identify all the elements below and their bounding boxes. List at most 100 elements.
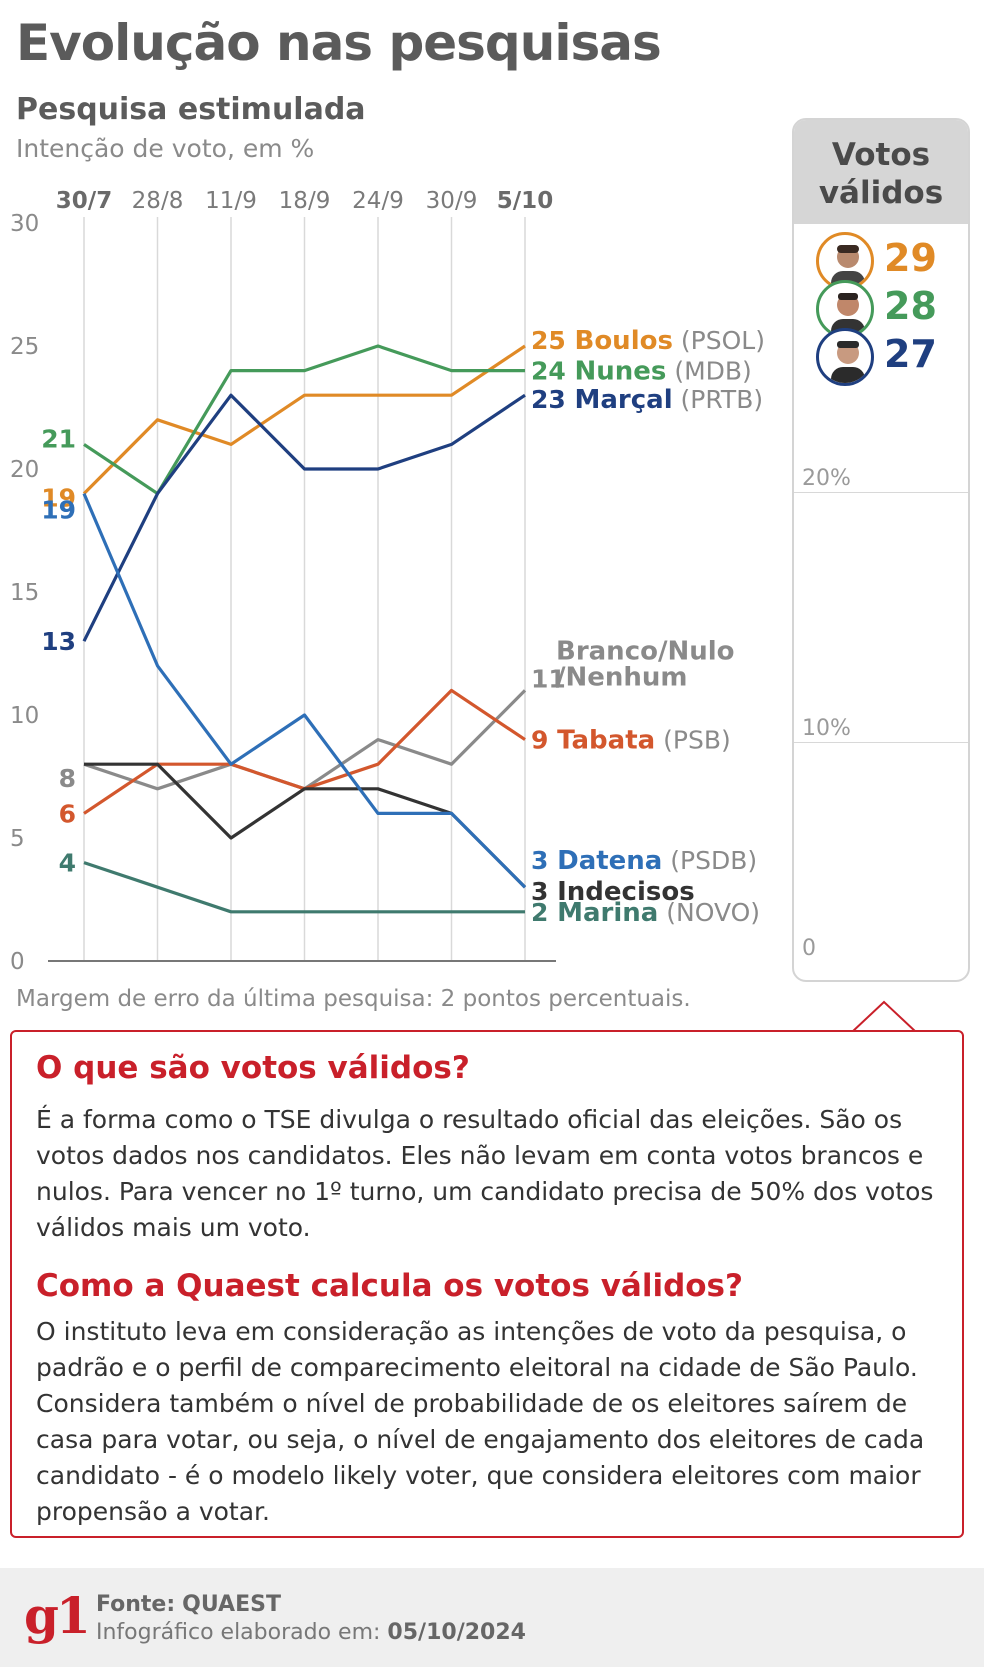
series-end-text-marina: 2 Marina (NOVO) <box>531 898 760 928</box>
info-heading-valid-votes: O que são votos válidos? <box>36 1050 470 1086</box>
start-label-branco: 8 <box>59 764 76 793</box>
valid-votes-tick-20: 20% <box>802 466 851 491</box>
series-party-datena: (PSDB) <box>662 846 757 875</box>
source-label: Fonte: <box>96 1592 176 1617</box>
chart-subtitle: Pesquisa estimulada <box>16 92 366 127</box>
series-party-nunes: (MDB) <box>666 357 751 386</box>
y-tick-label: 10 <box>10 703 39 729</box>
chart-description: Intenção de voto, em % <box>16 134 315 163</box>
series-end-value-indecisos: 3 <box>531 877 557 906</box>
y-tick-label: 20 <box>10 457 39 483</box>
start-label-boulos: 19 <box>41 484 76 513</box>
g1-logo: g1 <box>24 1586 91 1645</box>
series-end-value-branco: 11 <box>531 664 566 693</box>
page-title: Evolução nas pesquisas <box>16 14 662 72</box>
y-tick-label: 0 <box>10 949 25 975</box>
x-tick-label: 28/8 <box>132 188 184 214</box>
info-box: O que são votos válidos? É a forma como … <box>10 1030 964 1538</box>
valid-votes-panel: Votos válidos 29 28 27 20% 10% 0 <box>792 118 970 982</box>
series-end-text-boulos: 25 Boulos (PSOL) <box>531 326 765 356</box>
series-end-text-marcal: 23 Marçal (PRTB) <box>531 385 763 415</box>
margin-of-error-note: Margem de erro da última pesquisa: 2 pon… <box>16 986 691 1012</box>
series-lines <box>82 344 527 914</box>
series-line-datena <box>82 492 527 889</box>
valid-votes-gridline-10 <box>794 742 968 743</box>
source-value: QUAEST <box>182 1592 281 1617</box>
y-tick-label: 25 <box>10 334 39 360</box>
series-line-marina <box>83 861 525 914</box>
series-name-marina: Marina <box>557 898 658 928</box>
series-name-boulos: Boulos <box>575 326 673 356</box>
info-heading-quaest-method: Como a Quaest calcula os votos válidos? <box>36 1268 743 1304</box>
valid-votes-gridline-20 <box>794 492 968 493</box>
valid-votes-title-line1: Votos <box>831 137 931 173</box>
end-label-marina: 2 Marina (NOVO) <box>531 898 760 928</box>
series-name-marcal: Marçal <box>575 385 673 415</box>
valid-votes-value-marcal: 27 <box>884 332 937 376</box>
start-label-marina: 4 <box>59 849 76 878</box>
valid-votes-title-line2: válidos <box>818 175 944 211</box>
valid-votes-tick-10: 10% <box>802 716 851 741</box>
start-label-tabata: 6 <box>59 799 76 828</box>
end-label-marcal: 23 Marçal (PRTB) <box>531 385 763 415</box>
y-tick-label: 5 <box>10 826 25 852</box>
x-tick-label: 11/9 <box>205 188 257 214</box>
series-end-value-marina: 2 <box>531 898 557 927</box>
series-name-datena: Datena <box>557 846 662 876</box>
series-party-tabata: (PSB) <box>655 726 731 755</box>
info-text-quaest-method: O instituto leva em consideração as inte… <box>36 1317 925 1526</box>
series-end-value-boulos: 25 <box>531 326 575 355</box>
series-name-tabata: Tabata <box>557 726 655 756</box>
series-end-text-indecisos: 3 Indecisos <box>531 877 695 907</box>
x-tick-label: 18/9 <box>279 188 331 214</box>
series-name-branco-line2: /Nenhum <box>556 662 688 692</box>
series-name-nunes: Nunes <box>575 357 667 387</box>
valid-votes-tick-0: 0 <box>802 936 816 961</box>
series-end-value-tabata: 9 <box>531 726 557 755</box>
source-line: Fonte: QUAEST <box>96 1592 281 1617</box>
series-party-marcal: (PRTB) <box>673 385 764 414</box>
series-end-value-nunes: 24 <box>531 357 575 386</box>
end-label-datena: 3 Datena (PSDB) <box>531 846 757 876</box>
end-label-indecisos: 3 Indecisos <box>531 877 695 907</box>
series-name-indecisos: Indecisos <box>557 877 695 907</box>
series-line-boulos <box>82 344 526 495</box>
date-line: Infográfico elaborado em: 05/10/2024 <box>96 1620 526 1645</box>
line-chart: 0 5 10 15 20 25 30 30/7 28/8 11/9 18/9 24/9 30/9 5/1… <box>10 188 765 975</box>
info-text-valid-votes: É a forma como o TSE divulga o resultado… <box>36 1105 934 1242</box>
end-label-boulos: 25 Boulos (PSOL) <box>531 326 765 356</box>
series-end-text-datena: 3 Datena (PSDB) <box>531 846 757 876</box>
series-name-branco-line1: Branco/Nulo <box>556 636 735 666</box>
footer: g1 Fonte: QUAEST Infográfico elaborado e… <box>0 1568 984 1667</box>
valid-votes-value-nunes: 28 <box>884 284 937 328</box>
series-line-marcal <box>82 393 526 642</box>
y-axis-ticks: 0 5 10 15 20 25 30 <box>10 211 39 975</box>
end-label-nunes: 24 Nunes (MDB) <box>531 357 752 387</box>
x-tick-label: 30/7 <box>56 188 112 214</box>
start-label-marcal: 13 <box>41 627 76 656</box>
series-party-boulos: (PSOL) <box>673 326 765 355</box>
series-end-text-nunes: 24 Nunes (MDB) <box>531 357 752 387</box>
x-tick-label: 30/9 <box>426 188 478 214</box>
candidate-photo-icon <box>831 341 865 383</box>
valid-votes-row-marcal: 27 <box>816 328 966 388</box>
x-axis-ticks: 30/7 28/8 11/9 18/9 24/9 30/9 5/10 <box>56 188 553 214</box>
date-value: 05/10/2024 <box>387 1620 526 1645</box>
valid-votes-value-boulos: 29 <box>884 236 937 280</box>
x-tick-label: 5/10 <box>497 188 553 214</box>
info-box-pointer <box>852 1000 916 1034</box>
date-label: Infográfico elaborado em: <box>96 1620 381 1645</box>
avatar-marcal <box>816 328 874 386</box>
series-party-marina: (NOVO) <box>658 898 760 927</box>
start-label-nunes: 21 <box>41 424 76 453</box>
chart-gridlines <box>48 217 556 962</box>
y-tick-label: 15 <box>10 580 39 606</box>
series-end-text-tabata: 9 Tabata (PSB) <box>531 726 731 756</box>
start-label-datena: 19 <box>41 496 76 525</box>
valid-votes-header: Votos válidos <box>794 120 968 224</box>
y-tick-label: 30 <box>10 211 39 237</box>
series-end-value-marcal: 23 <box>531 385 575 414</box>
series-end-value-datena: 3 <box>531 846 557 875</box>
